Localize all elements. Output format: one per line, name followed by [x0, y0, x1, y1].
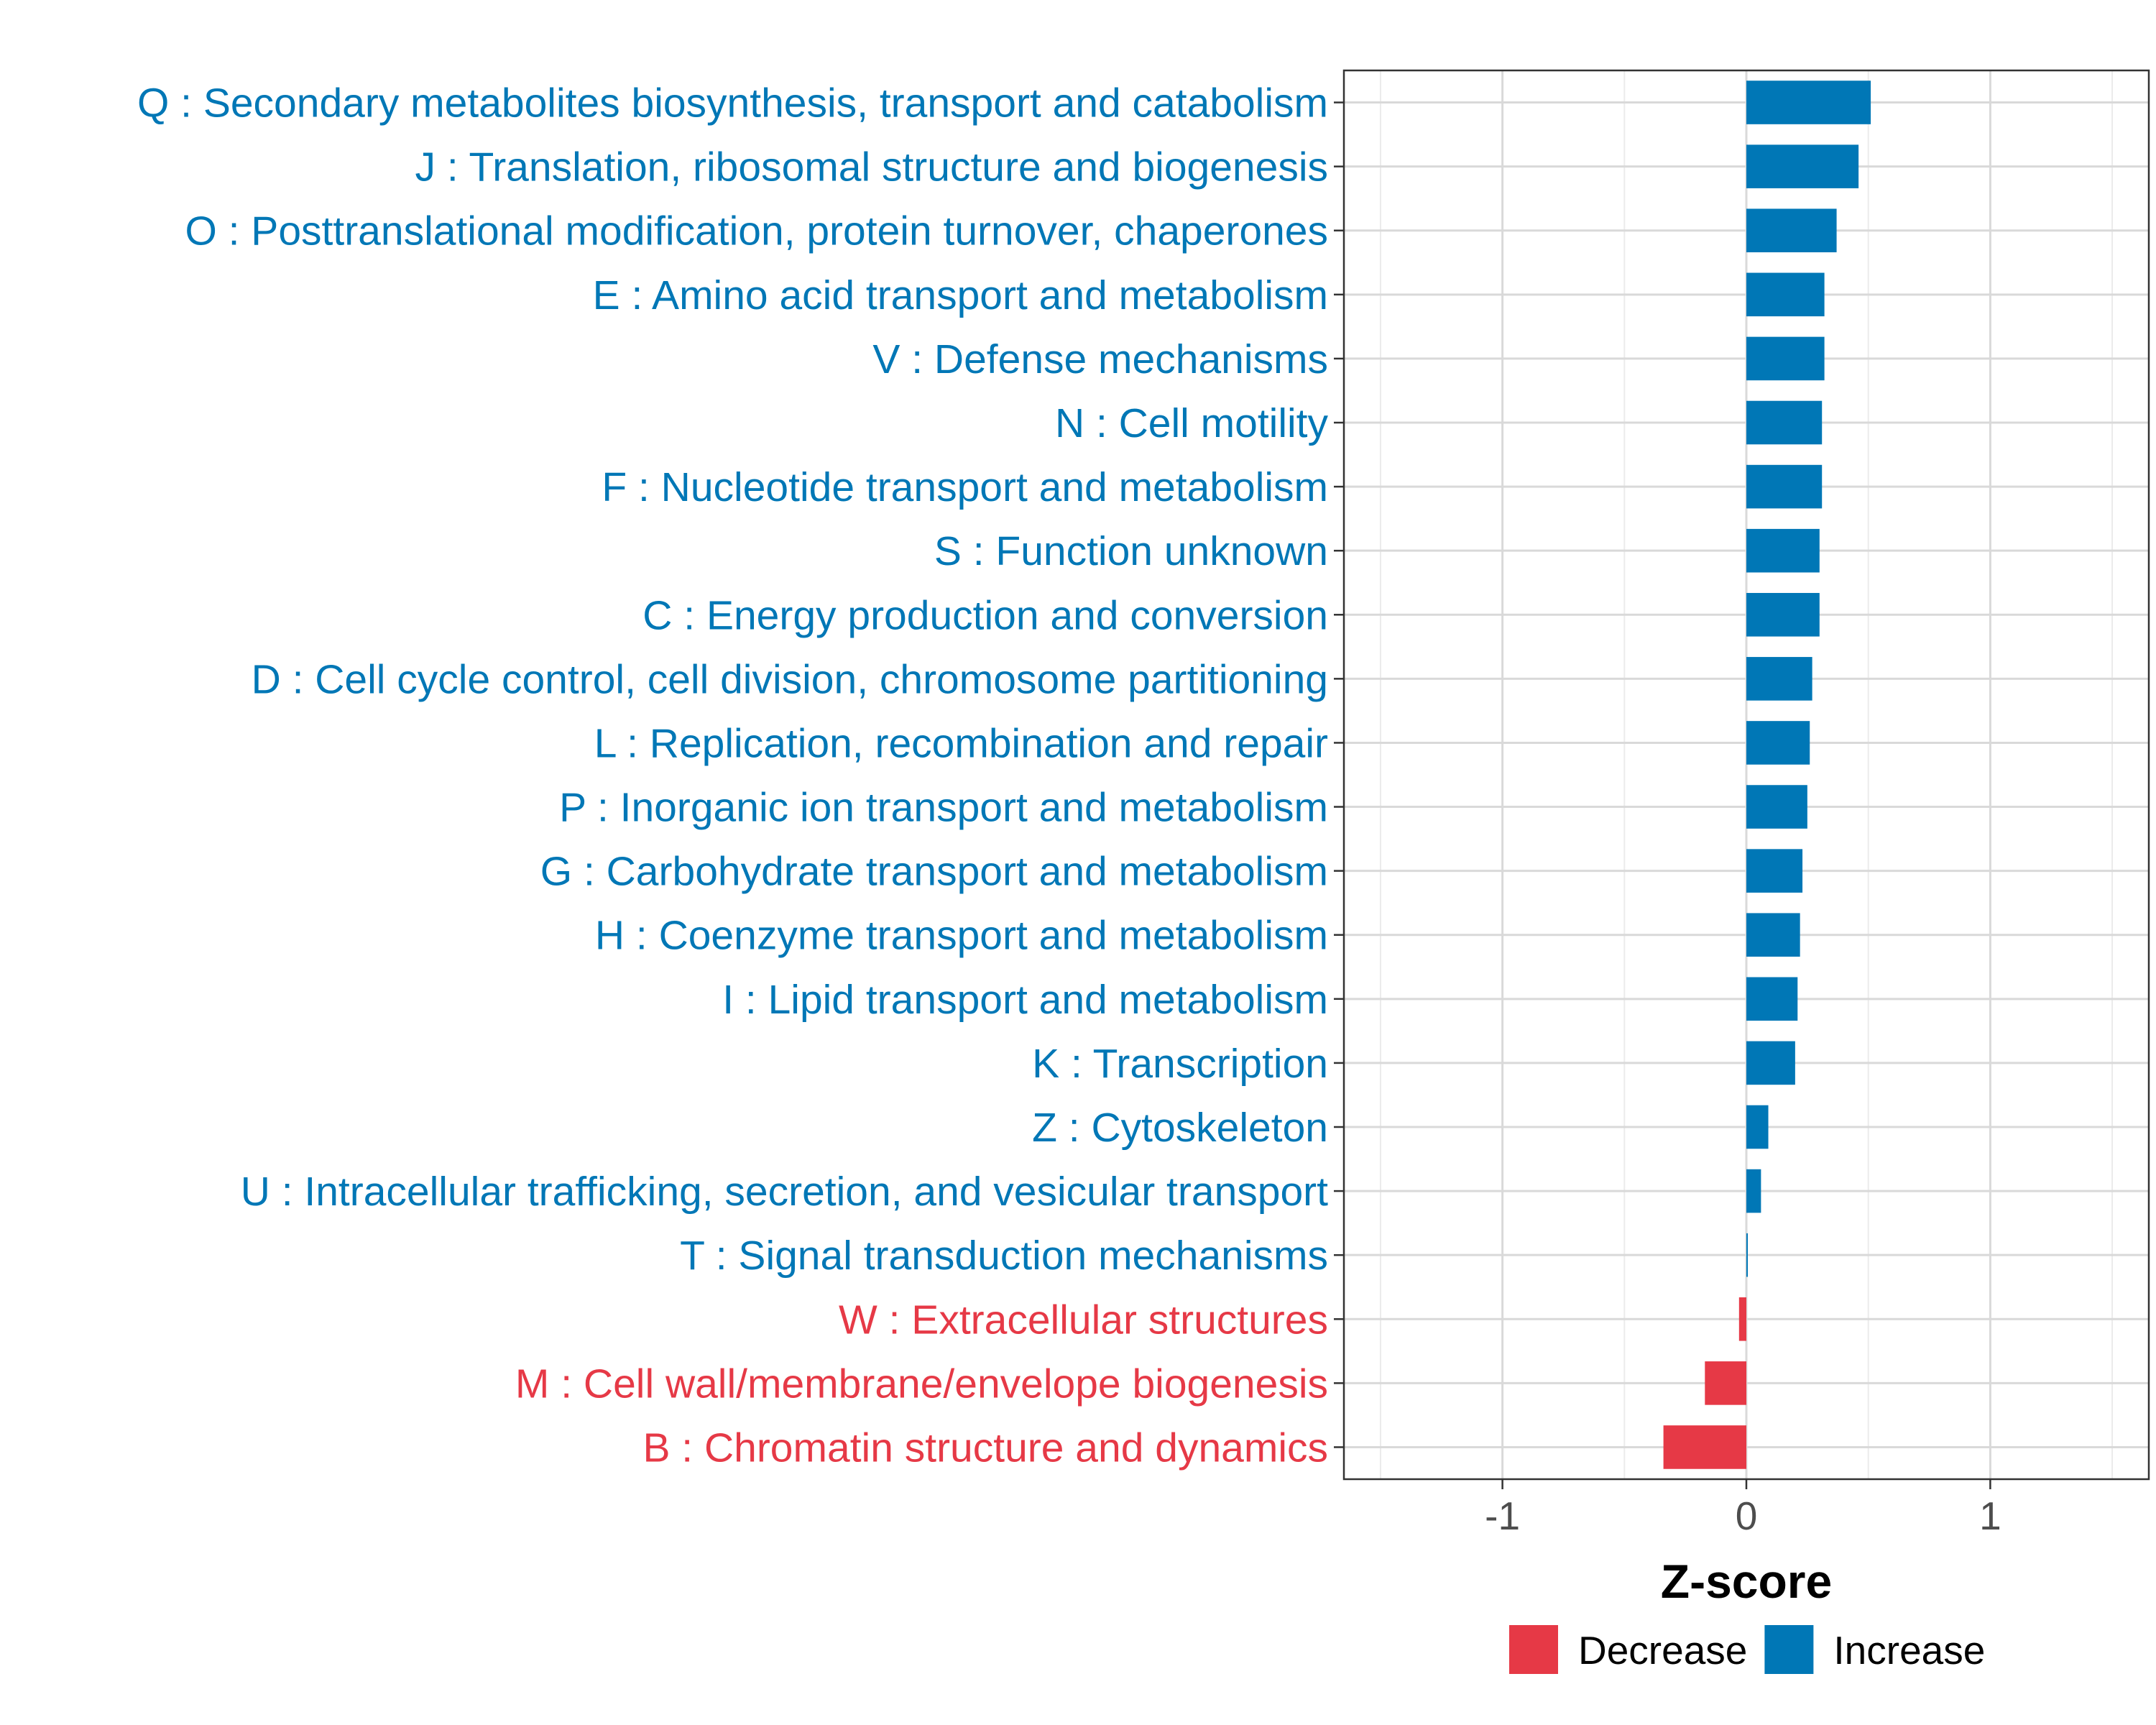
category-label-b: B : Chromatin structure and dynamics: [642, 1425, 1328, 1471]
bar-o: [1746, 208, 1837, 253]
category-label-f: F : Nucleotide transport and metabolism: [602, 464, 1328, 510]
legend-label-decrease: Decrease: [1578, 1628, 1747, 1673]
x-axis-ticks: [1501, 1479, 1991, 1489]
category-label-c: C : Energy production and conversion: [642, 592, 1328, 638]
bar-e: [1746, 272, 1825, 317]
bars: [1663, 80, 1871, 1469]
bar-m: [1705, 1361, 1746, 1405]
bar-c: [1746, 592, 1820, 637]
legend-swatch-increase: [1764, 1625, 1814, 1674]
bar-k: [1746, 1041, 1795, 1085]
bar-t: [1746, 1233, 1748, 1277]
category-label-o: O : Posttranslational modification, prot…: [185, 208, 1328, 254]
category-label-i: I : Lipid transport and metabolism: [722, 977, 1328, 1023]
bar-i: [1746, 977, 1798, 1021]
category-label-g: G : Carbohydrate transport and metabolis…: [540, 849, 1328, 895]
category-label-z: Z : Cytoskeleton: [1032, 1105, 1328, 1151]
category-label-u: U : Intracellular trafficking, secretion…: [241, 1169, 1328, 1215]
legend-swatch-decrease: [1509, 1625, 1558, 1674]
category-label-e: E : Amino acid transport and metabolism: [593, 272, 1328, 318]
bar-v: [1746, 336, 1825, 381]
bar-h: [1746, 913, 1800, 957]
bar-w: [1738, 1297, 1746, 1341]
legend: Decrease Increase: [1509, 1625, 1985, 1674]
bar-d: [1746, 657, 1812, 701]
category-label-q: Q : Secondary metabolites biosynthesis, …: [137, 80, 1328, 126]
bar-g: [1746, 849, 1803, 893]
bar-s: [1746, 528, 1820, 573]
category-label-k: K : Transcription: [1032, 1041, 1328, 1087]
y-axis-ticks: [1334, 101, 1344, 1448]
bar-f: [1746, 464, 1823, 509]
x-tick-label-0: -1: [1485, 1494, 1520, 1538]
bar-p: [1746, 785, 1807, 829]
bar-u: [1746, 1169, 1761, 1213]
category-label-n: N : Cell motility: [1055, 400, 1329, 446]
category-label-l: L : Replication, recombination and repai…: [594, 720, 1328, 766]
category-label-h: H : Coenzyme transport and metabolism: [595, 913, 1328, 959]
category-label-d: D : Cell cycle control, cell division, c…: [252, 656, 1328, 702]
bar-q: [1746, 80, 1871, 124]
x-axis-title: Z-score: [1661, 1555, 1832, 1608]
bar-l: [1746, 721, 1810, 765]
category-label-v: V : Defense mechanisms: [872, 336, 1328, 382]
category-label-p: P : Inorganic ion transport and metaboli…: [559, 785, 1328, 831]
category-label-s: S : Function unknown: [934, 528, 1328, 574]
bar-n: [1746, 400, 1823, 445]
legend-label-increase: Increase: [1833, 1628, 1985, 1673]
category-label-t: T : Signal transduction mechanisms: [680, 1233, 1328, 1279]
x-axis-labels: -1 0 1: [1485, 1494, 2001, 1538]
bar-j: [1746, 144, 1859, 188]
x-tick-label-2: 1: [1979, 1494, 2001, 1538]
x-tick-label-1: 0: [1736, 1494, 1758, 1538]
category-label-w: W : Extracellular structures: [839, 1297, 1328, 1343]
y-axis-labels: Q : Secondary metabolites biosynthesis, …: [137, 80, 1329, 1471]
bar-z: [1746, 1105, 1769, 1149]
category-label-j: J : Translation, ribosomal structure and…: [415, 144, 1328, 190]
category-label-m: M : Cell wall/membrane/envelope biogenes…: [515, 1361, 1328, 1407]
bar-b: [1663, 1425, 1746, 1469]
